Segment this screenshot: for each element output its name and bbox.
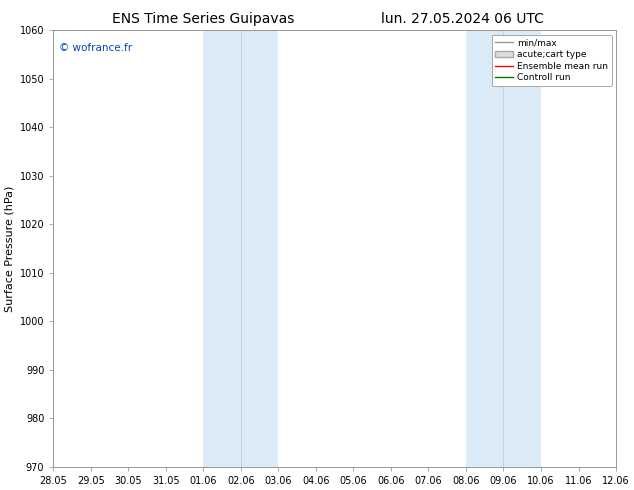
Legend: min/max, acute;cart type, Ensemble mean run, Controll run: min/max, acute;cart type, Ensemble mean … — [491, 35, 612, 86]
Bar — [466, 30, 541, 467]
Bar — [204, 30, 278, 467]
Y-axis label: Surface Pressure (hPa): Surface Pressure (hPa) — [4, 185, 14, 312]
Text: © wofrance.fr: © wofrance.fr — [59, 43, 132, 53]
Text: ENS Time Series Guipavas: ENS Time Series Guipavas — [112, 12, 294, 26]
Text: lun. 27.05.2024 06 UTC: lun. 27.05.2024 06 UTC — [382, 12, 544, 26]
